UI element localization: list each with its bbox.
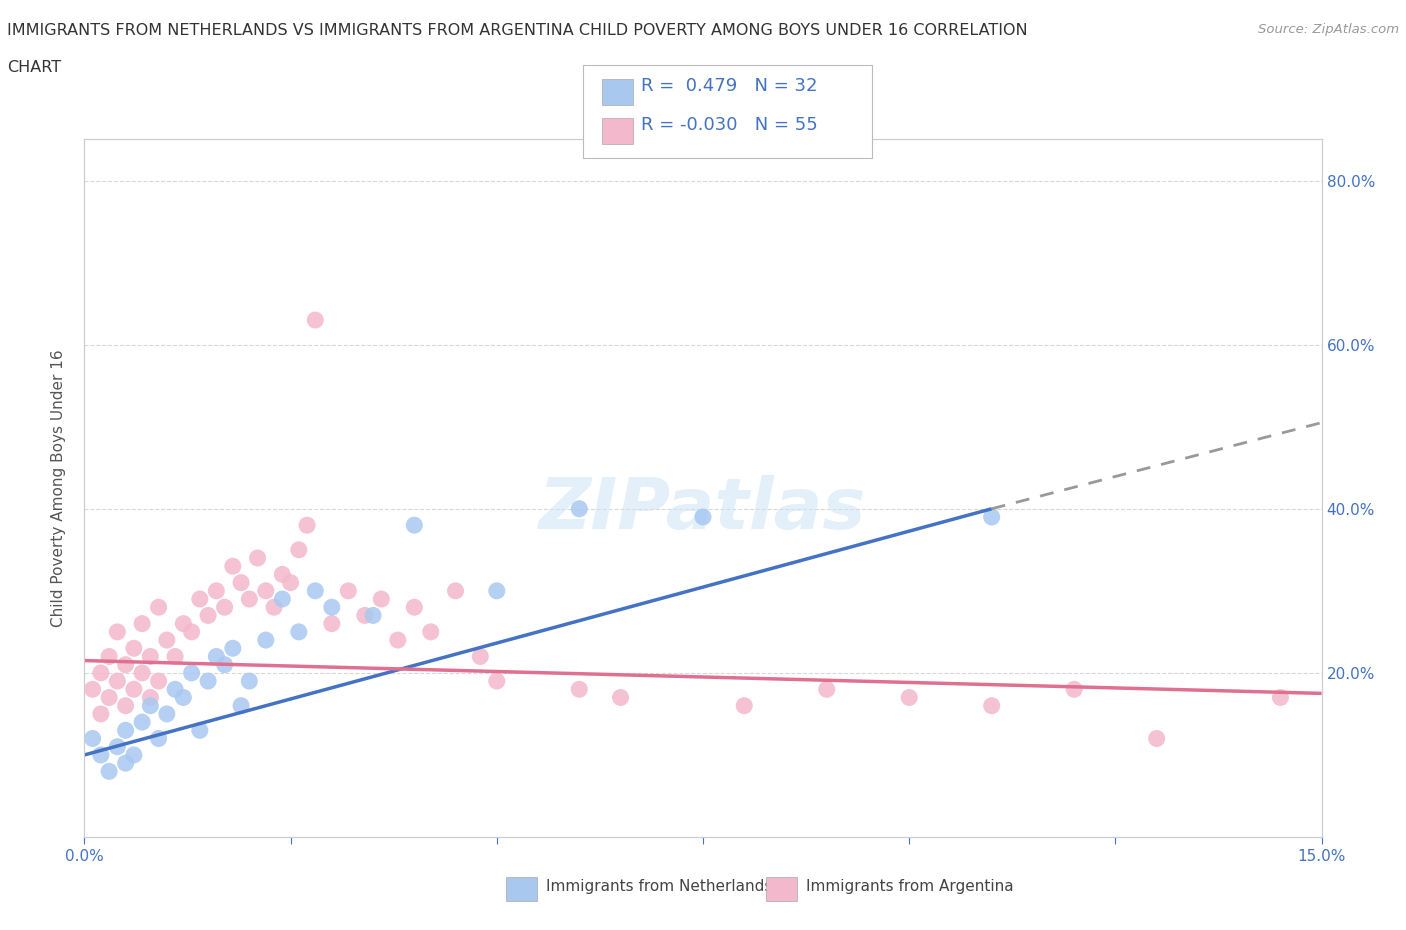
- Point: [1063, 682, 1085, 697]
- Point: [105, 624, 128, 639]
- Point: [238, 673, 260, 688]
- Point: [188, 723, 211, 737]
- Point: [188, 591, 211, 606]
- Point: [419, 624, 441, 639]
- Point: [246, 551, 269, 565]
- Point: [114, 698, 136, 713]
- Point: [254, 632, 277, 647]
- Point: [131, 666, 153, 681]
- Point: [172, 617, 194, 631]
- Point: [165, 649, 187, 664]
- Point: [444, 583, 467, 598]
- Point: [229, 575, 252, 590]
- Point: [568, 501, 591, 516]
- Point: [321, 600, 343, 615]
- Point: [229, 698, 252, 713]
- Point: [238, 591, 260, 606]
- Point: [82, 682, 104, 697]
- Point: [353, 608, 375, 623]
- Point: [370, 591, 392, 606]
- Point: [156, 707, 179, 722]
- Point: [898, 690, 921, 705]
- Point: [197, 608, 219, 623]
- Point: [131, 714, 153, 729]
- Point: [131, 617, 153, 631]
- Point: [404, 600, 426, 615]
- Point: [568, 682, 591, 697]
- Point: [304, 312, 326, 327]
- Point: [105, 739, 128, 754]
- Point: [82, 731, 104, 746]
- Point: [271, 591, 294, 606]
- Point: [139, 690, 162, 705]
- Point: [485, 673, 508, 688]
- Text: Source: ZipAtlas.com: Source: ZipAtlas.com: [1258, 23, 1399, 36]
- Point: [470, 649, 492, 664]
- Point: [263, 600, 285, 615]
- Point: [122, 682, 145, 697]
- Point: [90, 748, 112, 763]
- Point: [114, 723, 136, 737]
- Point: [156, 632, 179, 647]
- Point: [98, 764, 121, 778]
- Point: [214, 600, 236, 615]
- Point: [1270, 690, 1292, 705]
- Point: [205, 583, 228, 598]
- Point: [197, 673, 219, 688]
- Point: [1146, 731, 1168, 746]
- Point: [165, 682, 187, 697]
- Point: [114, 756, 136, 771]
- Point: [692, 510, 714, 525]
- Point: [172, 690, 194, 705]
- Point: [222, 641, 245, 656]
- Point: [222, 559, 245, 574]
- Point: [733, 698, 755, 713]
- Point: [105, 673, 128, 688]
- Text: Immigrants from Argentina: Immigrants from Argentina: [806, 879, 1014, 894]
- Point: [980, 698, 1002, 713]
- Point: [139, 649, 162, 664]
- Point: [90, 666, 112, 681]
- Point: [815, 682, 838, 697]
- Text: CHART: CHART: [7, 60, 60, 75]
- Point: [321, 617, 343, 631]
- Point: [205, 649, 228, 664]
- Point: [90, 707, 112, 722]
- Text: IMMIGRANTS FROM NETHERLANDS VS IMMIGRANTS FROM ARGENTINA CHILD POVERTY AMONG BOY: IMMIGRANTS FROM NETHERLANDS VS IMMIGRANT…: [7, 23, 1028, 38]
- Point: [114, 658, 136, 672]
- Point: [288, 624, 311, 639]
- Point: [122, 748, 145, 763]
- Point: [337, 583, 360, 598]
- Point: [271, 567, 294, 582]
- Point: [304, 583, 326, 598]
- Point: [609, 690, 631, 705]
- Point: [148, 731, 170, 746]
- Point: [361, 608, 384, 623]
- Point: [387, 632, 409, 647]
- Point: [180, 624, 202, 639]
- Point: [122, 641, 145, 656]
- Point: [148, 600, 170, 615]
- Point: [180, 666, 202, 681]
- Point: [485, 583, 508, 598]
- Point: [98, 690, 121, 705]
- Text: R =  0.479   N = 32: R = 0.479 N = 32: [641, 77, 818, 95]
- Point: [280, 575, 302, 590]
- Text: Immigrants from Netherlands: Immigrants from Netherlands: [546, 879, 772, 894]
- Point: [148, 673, 170, 688]
- Text: R = -0.030   N = 55: R = -0.030 N = 55: [641, 116, 818, 134]
- Y-axis label: Child Poverty Among Boys Under 16: Child Poverty Among Boys Under 16: [51, 350, 66, 627]
- Point: [404, 518, 426, 533]
- Point: [980, 510, 1002, 525]
- Text: ZIPatlas: ZIPatlas: [540, 474, 866, 544]
- Point: [98, 649, 121, 664]
- Point: [288, 542, 311, 557]
- Point: [139, 698, 162, 713]
- Point: [254, 583, 277, 598]
- Point: [295, 518, 318, 533]
- Point: [214, 658, 236, 672]
